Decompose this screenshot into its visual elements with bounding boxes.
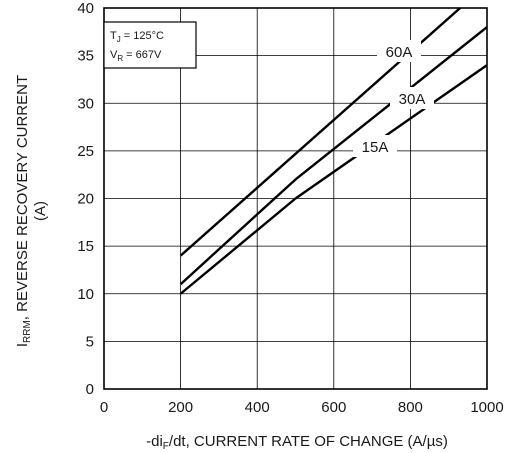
y-tick-0: 0 [86, 381, 94, 398]
series-lines [179, 8, 487, 295]
series-labels: 60A 30A 15A [353, 40, 434, 157]
series-label-60A: 60A [386, 44, 413, 61]
condition-vr: VR = 667V [110, 49, 162, 63]
y-tick-5: 5 [86, 333, 94, 350]
condition-tj: TJ = 125°C [110, 30, 164, 44]
y-axis-label: IRRM, REVERSE RECOVERY CURRENT (A) [14, 75, 49, 347]
series-line-15A [179, 64, 487, 295]
series-line-30A [179, 26, 487, 286]
series-label-30A: 30A [399, 91, 426, 108]
x-tick-600: 600 [321, 399, 346, 416]
plot-frame [103, 7, 488, 390]
y-tick-10: 10 [77, 286, 94, 303]
x-axis-label: -diF/dt, CURRENT RATE OF CHANGE (A/µs) [146, 433, 448, 452]
y-tick-40: 40 [77, 0, 94, 17]
y-tick-35: 35 [77, 48, 94, 65]
x-tick-labels: 0 200 400 600 800 1000 [100, 399, 504, 416]
y-axis-label-line2: (A) [32, 201, 49, 221]
x-tick-0: 0 [100, 399, 108, 416]
y-tick-30: 30 [77, 95, 94, 112]
conditions-box: TJ = 125°C VR = 667V [103, 21, 197, 69]
y-tick-15: 15 [77, 238, 94, 255]
x-tick-200: 200 [168, 399, 193, 416]
y-tick-25: 25 [77, 143, 94, 160]
x-tick-800: 800 [398, 399, 423, 416]
series-label-15A: 15A [362, 139, 389, 156]
y-tick-labels: 0 5 10 15 20 25 30 35 40 [77, 0, 94, 398]
y-tick-20: 20 [77, 191, 94, 208]
series-line-60A [179, 8, 462, 257]
y-axis-label-line1: IRRM, REVERSE RECOVERY CURRENT [14, 75, 33, 347]
x-tick-1000: 1000 [470, 399, 503, 416]
x-tick-400: 400 [245, 399, 270, 416]
